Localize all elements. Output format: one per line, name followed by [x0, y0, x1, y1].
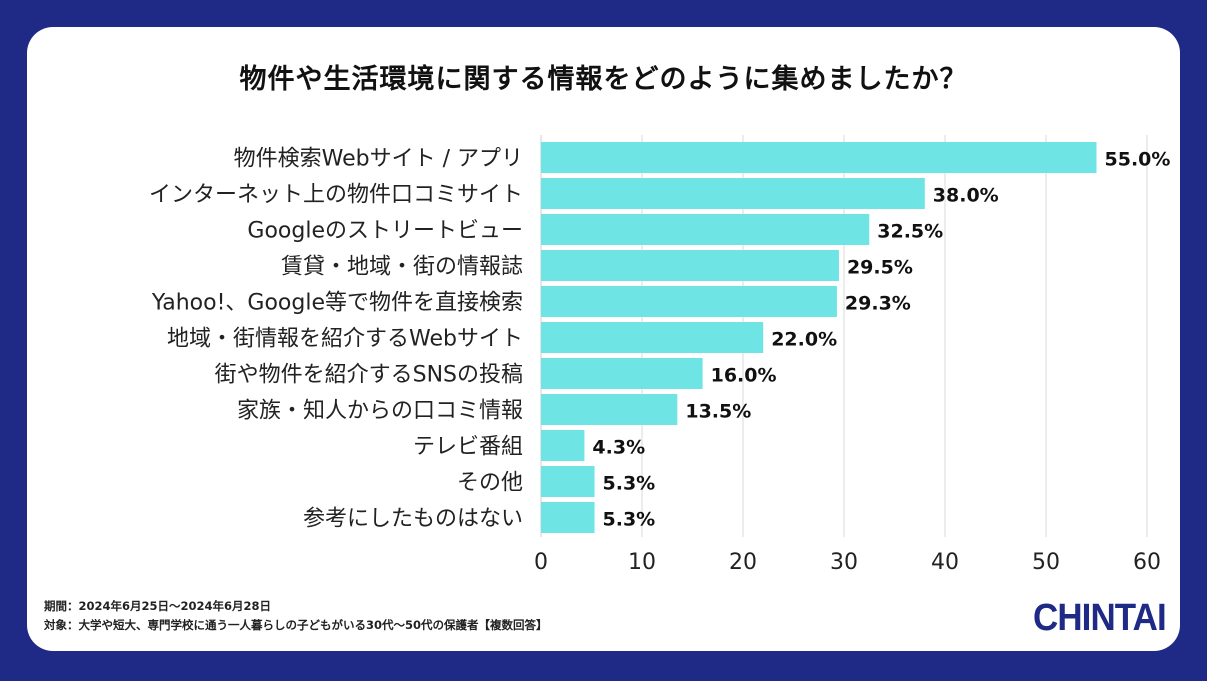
- chart-card: 物件や生活環境に関する情報をどのように集めましたか？ 0 10 20 30 40 50 60…: [27, 27, 1180, 651]
- data-label: 5.3%: [603, 473, 656, 495]
- data-label: 4.3%: [592, 437, 645, 459]
- bar: [541, 214, 870, 245]
- x-tick-label: 40: [931, 550, 959, 575]
- category-label: 賃貸・地域・街の情報誌: [281, 255, 523, 280]
- chart-title: 物件や生活環境に関する情報をどのように集めましたか？: [239, 64, 968, 95]
- category-label: その他: [457, 471, 523, 496]
- footnote-target: 対象：大学や短大、専門学校に通う一人暮らしの子どもがいる30代～50代の保護者【…: [44, 618, 548, 632]
- x-tick-label: 10: [628, 550, 656, 575]
- data-label: 55.0%: [1105, 149, 1171, 171]
- bar: [541, 250, 839, 281]
- category-label: 家族・知人からの口コミ情報: [237, 399, 523, 424]
- category-label: Yahoo!、Google等で物件を直接検索: [151, 291, 523, 316]
- data-label: 29.3%: [845, 293, 911, 315]
- bar: [541, 394, 678, 425]
- x-tick-label: 50: [1032, 550, 1060, 575]
- chintai-logo: CHINTAI: [1033, 597, 1167, 639]
- category-label: テレビ番組: [413, 435, 523, 460]
- bar: [541, 286, 837, 317]
- data-label: 16.0%: [711, 365, 777, 387]
- bar: [541, 178, 925, 209]
- category-label: 物件検索Webサイト / アプリ: [234, 147, 523, 172]
- data-label: 32.5%: [877, 221, 943, 243]
- bar-chart: 0 10 20 30 40 50 60 物件検索Webサイト / アプリ 55.0% インターネッ…: [149, 135, 1171, 575]
- x-tick-label: 60: [1133, 550, 1161, 575]
- category-label: Googleのストリートビュー: [247, 219, 523, 244]
- category-label: インターネット上の物件口コミサイト: [149, 183, 523, 208]
- bar: [541, 430, 585, 461]
- bar: [541, 466, 595, 497]
- x-tick-label: 20: [729, 550, 757, 575]
- x-tick-label: 30: [830, 550, 858, 575]
- data-label: 38.0%: [933, 185, 999, 207]
- data-label: 22.0%: [771, 329, 837, 351]
- footnote-period: 期間：2024年6月25日～2024年6月28日: [44, 599, 272, 613]
- category-label: 街や物件を紹介するSNSの投稿: [215, 363, 523, 388]
- bar: [541, 322, 764, 353]
- category-label: 参考にしたものはない: [303, 507, 523, 532]
- x-tick-label: 0: [534, 550, 548, 575]
- bar: [541, 358, 703, 389]
- category-label: 地域・街情報を紹介するWebサイト: [167, 327, 523, 352]
- footnotes: 期間：2024年6月25日～2024年6月28日 対象：大学や短大、専門学校に通…: [44, 597, 548, 635]
- data-label: 5.3%: [603, 509, 656, 531]
- bar: [541, 502, 595, 533]
- bar: [541, 142, 1097, 173]
- data-label: 13.5%: [685, 401, 751, 423]
- data-label: 29.5%: [847, 257, 913, 279]
